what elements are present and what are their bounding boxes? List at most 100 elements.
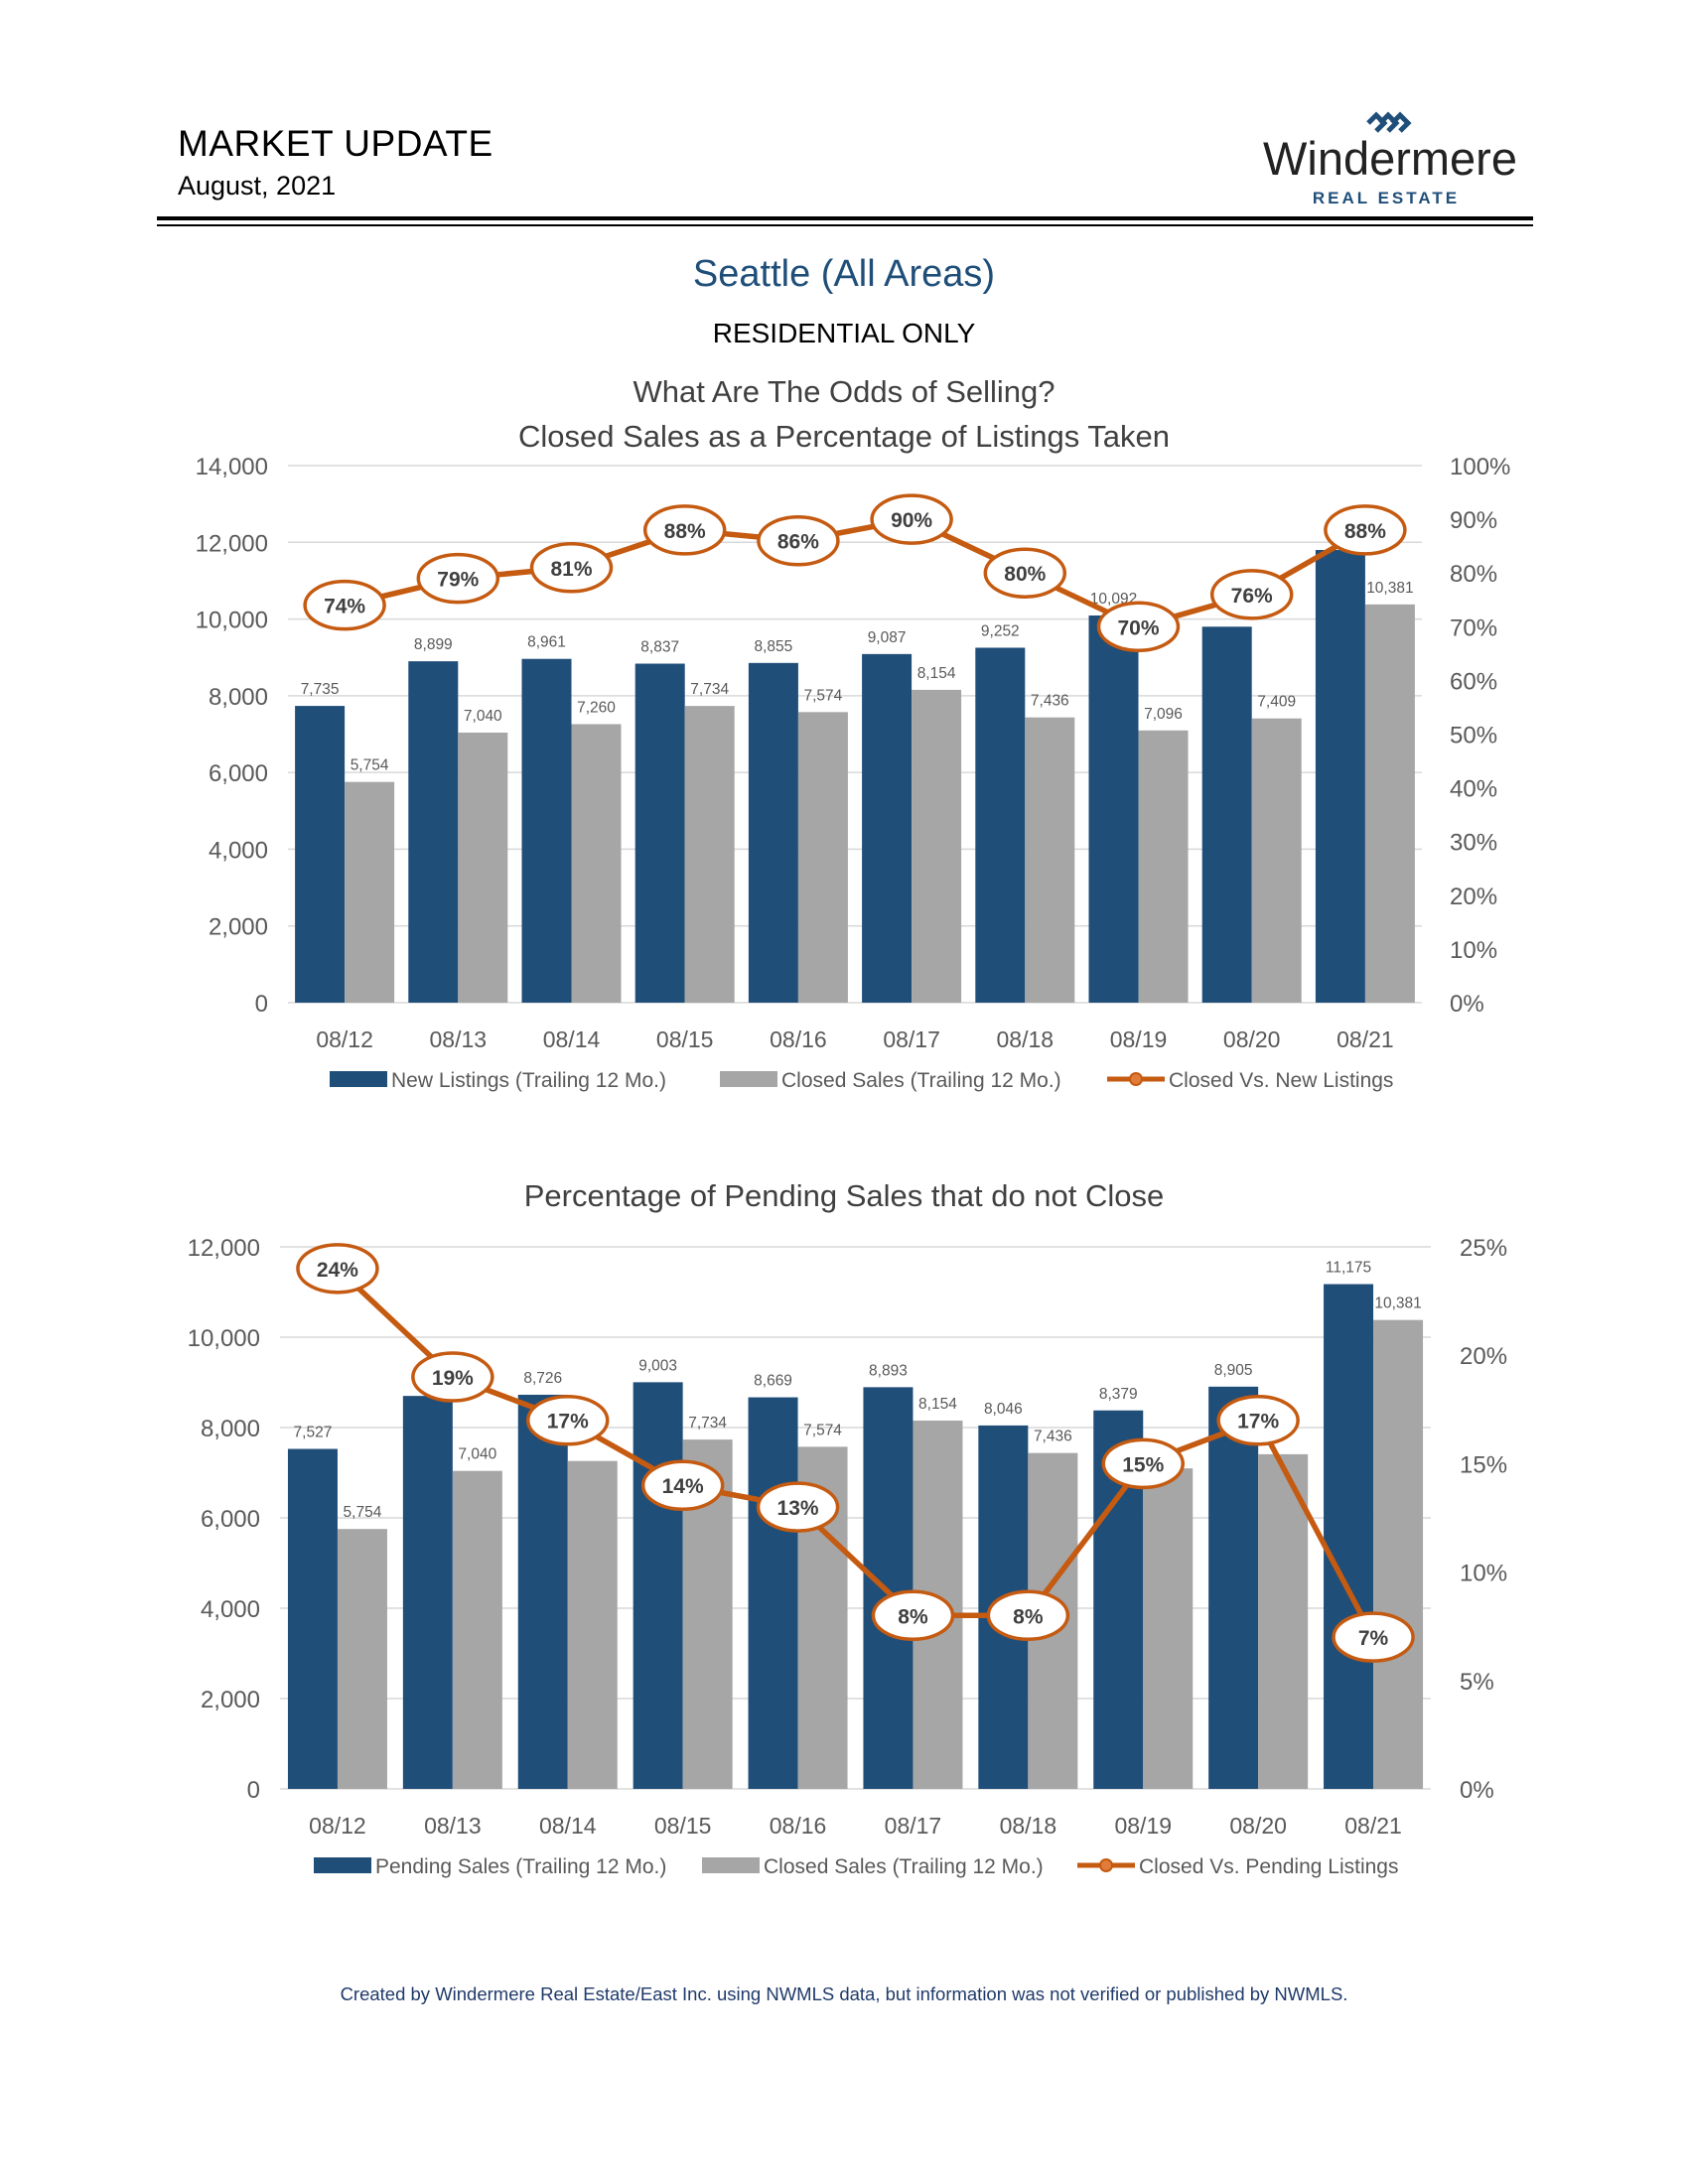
y-tick-label: 10,000 [188,1325,260,1352]
bar [452,1470,502,1789]
line-point-marker [871,1589,955,1642]
footer-note: Created by Windermere Real Estate/East I… [340,1983,1348,2004]
bar-data-label: 7,260 [577,699,616,716]
line-data-label: 7% [1358,1627,1389,1650]
line-data-label: 76% [1231,585,1273,608]
bar [295,706,346,1003]
line-data-label: 24% [317,1259,358,1282]
line-point-marker [1101,1437,1185,1490]
line-point-marker [870,493,953,545]
legend-swatch [702,1857,760,1873]
y2-tick-label: 20% [1450,884,1497,910]
legend-swatch [330,1071,387,1087]
series-line [344,516,1367,630]
line-point-marker [1209,569,1294,620]
line-point-marker [1096,601,1181,653]
y2-tick-label: 70% [1450,614,1497,641]
chart-title-0-1: Closed Sales as a Percentage of Listings… [518,419,1170,454]
line-data-label: 8% [898,1605,928,1628]
bar [1201,626,1252,1003]
line-point-marker [1216,1394,1300,1446]
y-tick-label: 10,000 [196,608,268,634]
y2-tick-label: 80% [1450,561,1497,588]
x-tick-label: 08/20 [1223,1026,1281,1052]
line-point-marker [983,547,1067,599]
header-rule [157,216,1533,220]
bar-data-label: 7,096 [1144,706,1183,723]
legend-marker [1099,1858,1113,1872]
x-tick-label: 08/14 [543,1026,601,1052]
bar [1364,604,1415,1003]
y-tick-label: 6,000 [201,1506,260,1533]
legend-swatch [720,1071,777,1087]
windermere-chevron-icon [1366,111,1412,133]
bar [345,781,395,1003]
y-tick-label: 0 [255,991,268,1018]
bar-data-label: 7,436 [1034,1429,1072,1445]
region-subtitle: RESIDENTIAL ONLY [712,318,976,348]
y2-tick-label: 10% [1450,937,1497,964]
pending-not-close-chart: Percentage of Pending Sales that do not … [188,1178,1507,1878]
line-point-marker [756,1481,840,1533]
series-line [336,1266,1376,1639]
line-point-marker [1332,1611,1415,1663]
bar [1258,1453,1309,1789]
line-data-label: 80% [1004,563,1046,586]
y2-tick-label: 0% [1450,991,1484,1018]
bar [1025,717,1075,1003]
x-tick-label: 08/17 [883,1026,940,1052]
line-point-marker [526,1394,610,1446]
legend-marker [1129,1072,1143,1086]
bar-data-label: 8,855 [755,638,793,655]
x-tick-label: 08/17 [885,1813,942,1839]
header-title: MARKET UPDATE [178,123,493,164]
line-point-marker [411,1351,494,1403]
odds-of-selling-chart: What Are The Odds of Selling? Closed Sale… [196,374,1511,1092]
bar-data-label: 5,754 [344,1504,382,1521]
bar-data-label: 8,154 [918,1396,957,1413]
line-point-marker [303,579,386,631]
y2-tick-label: 15% [1460,1451,1507,1478]
y-tick-label: 8,000 [209,684,268,711]
bar [1088,615,1139,1003]
bar-data-label: 8,726 [523,1370,562,1387]
y2-tick-label: 25% [1460,1235,1507,1262]
bar-data-label: 9,003 [638,1357,677,1374]
x-tick-label: 08/13 [430,1026,488,1052]
legend-label: Closed Vs. Pending Listings [1139,1855,1399,1878]
bar-data-label: 10,381 [1366,580,1413,597]
bar-data-label: 7,040 [458,1446,496,1463]
line-point-marker [757,514,840,567]
legend-label: Closed Sales (Trailing 12 Mo.) [764,1855,1044,1878]
line-point-marker [986,1589,1070,1642]
logo-wordmark: Windermere [1263,132,1517,185]
bar [517,1394,568,1789]
bar-data-label: 8,046 [984,1401,1023,1418]
region-title: Seattle (All Areas) [692,253,996,295]
line-point-marker [1324,504,1407,556]
x-tick-label: 08/19 [1110,1026,1168,1052]
logo-tagline: REAL ESTATE [1313,189,1460,207]
bar [1143,1468,1194,1789]
bar-data-label: 7,574 [803,1422,842,1438]
y2-tick-label: 20% [1460,1343,1507,1370]
y-tick-label: 8,000 [201,1416,260,1442]
y2-tick-label: 40% [1450,776,1497,803]
bar-data-label: 10,381 [1374,1296,1421,1312]
y-tick-label: 14,000 [196,454,268,480]
line-data-label: 90% [891,509,932,532]
line-point-marker [416,552,500,605]
line-data-label: 15% [1122,1453,1164,1476]
bar [408,661,459,1003]
bar-data-label: 9,087 [868,629,907,646]
bar [287,1448,338,1789]
bar [521,658,572,1003]
line-data-label: 88% [664,520,706,543]
legend-label: Closed Sales (Trailing 12 Mo.) [781,1069,1061,1092]
bar-data-label: 7,734 [690,681,729,698]
legend-label: Pending Sales (Trailing 12 Mo.) [375,1855,666,1878]
header-rule-thin [157,224,1533,226]
bar-data-label: 7,574 [804,687,843,704]
windermere-logo: Windermere REAL ESTATE [1263,111,1517,207]
bar [748,1397,798,1789]
